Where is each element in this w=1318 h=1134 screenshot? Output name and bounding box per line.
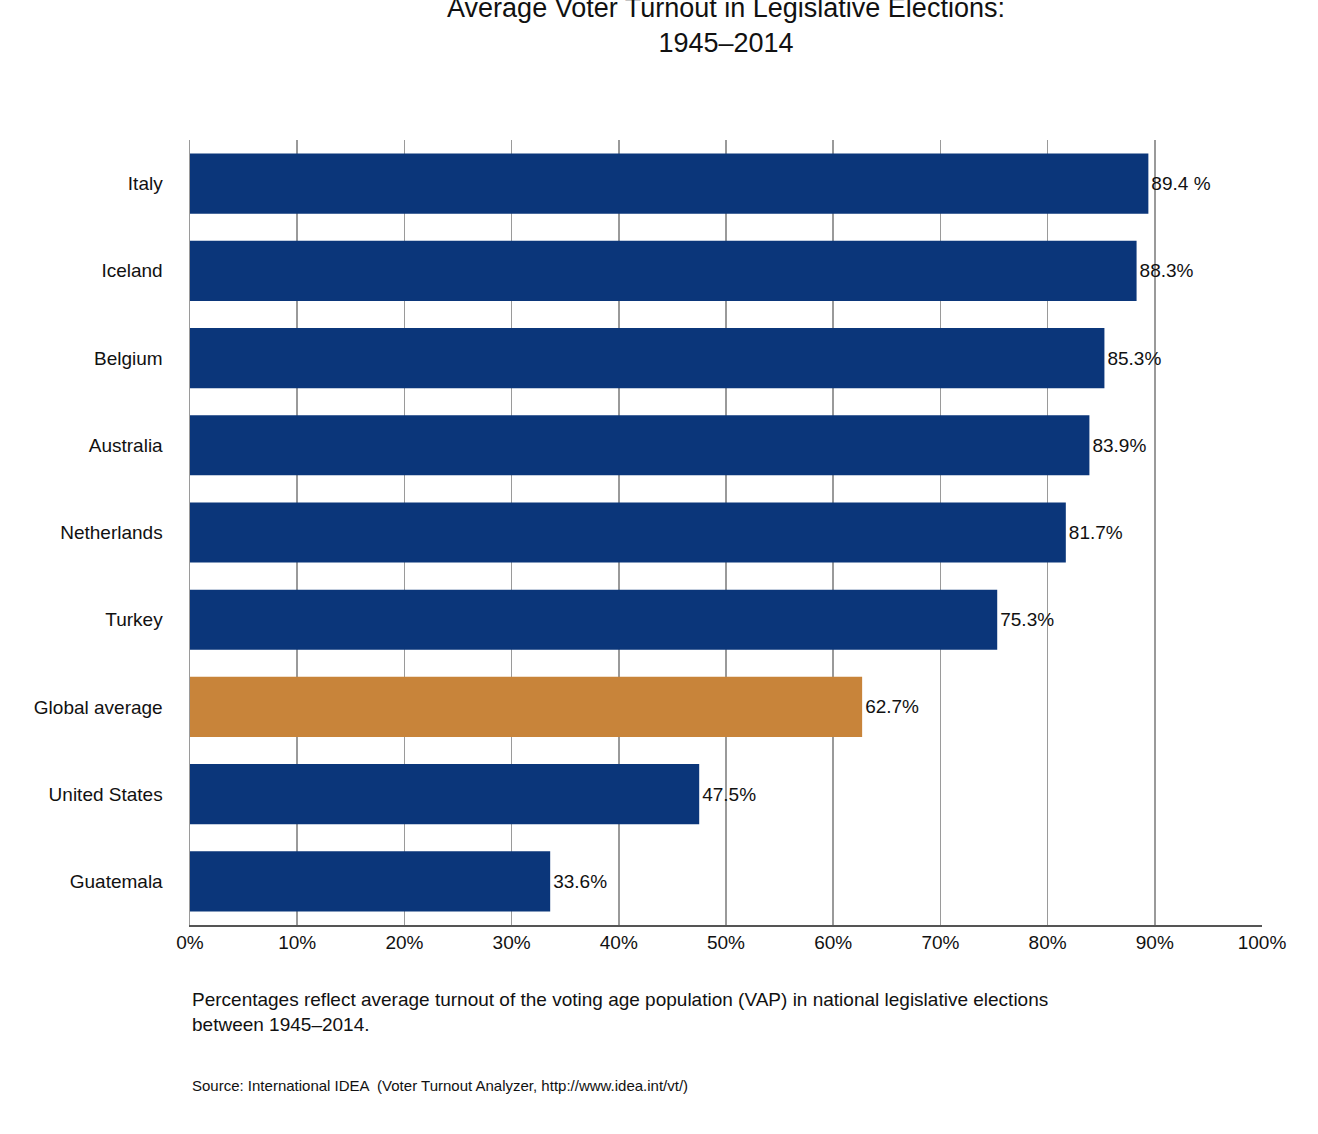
svg-text:70%: 70%: [921, 932, 959, 953]
svg-text:85.3%: 85.3%: [1107, 348, 1161, 369]
svg-text:Global average: Global average: [34, 697, 163, 718]
svg-text:30%: 30%: [493, 932, 531, 953]
svg-text:Australia: Australia: [89, 435, 163, 456]
svg-text:Source: International IDEA (V: Source: International IDEA (Voter Turnou…: [192, 1077, 688, 1094]
svg-text:0%: 0%: [176, 932, 204, 953]
svg-text:Iceland: Iceland: [101, 260, 162, 281]
svg-text:62.7%: 62.7%: [865, 696, 919, 717]
svg-text:20%: 20%: [385, 932, 423, 953]
svg-text:Netherlands: Netherlands: [60, 522, 162, 543]
svg-text:Turkey: Turkey: [105, 609, 163, 630]
svg-text:40%: 40%: [600, 932, 638, 953]
svg-text:60%: 60%: [814, 932, 852, 953]
svg-text:Percentages reflect average tu: Percentages reflect average turnout of t…: [192, 989, 1048, 1035]
svg-text:United States: United States: [49, 784, 163, 805]
svg-text:33.6%: 33.6%: [553, 871, 607, 892]
svg-text:100%: 100%: [1238, 932, 1287, 953]
svg-text:47.5%: 47.5%: [702, 784, 756, 805]
svg-text:88.3%: 88.3%: [1140, 260, 1194, 281]
svg-text:10%: 10%: [278, 932, 316, 953]
svg-text:81.7%: 81.7%: [1069, 522, 1123, 543]
svg-text:80%: 80%: [1029, 932, 1067, 953]
svg-text:Italy: Italy: [128, 173, 163, 194]
svg-text:Average Voter Turnout in Legis: Average Voter Turnout in Legislative Ele…: [447, 0, 1005, 58]
svg-text:89.4 %: 89.4 %: [1151, 173, 1210, 194]
svg-text:75.3%: 75.3%: [1000, 609, 1054, 630]
svg-text:50%: 50%: [707, 932, 745, 953]
svg-text:90%: 90%: [1136, 932, 1174, 953]
svg-text:Belgium: Belgium: [94, 348, 163, 369]
svg-text:83.9%: 83.9%: [1092, 435, 1146, 456]
svg-text:Guatemala: Guatemala: [70, 871, 163, 892]
